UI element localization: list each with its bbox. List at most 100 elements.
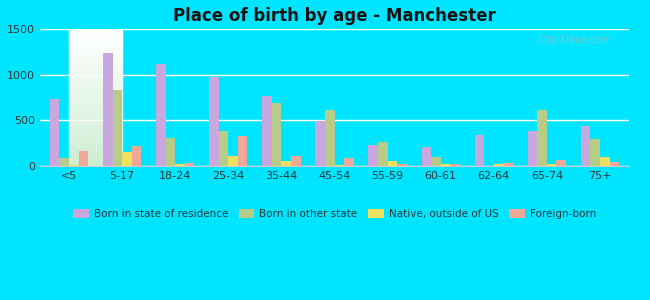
Bar: [69, 35, 122, 36]
Bar: [528, 131, 538, 166]
Bar: [69, 135, 122, 136]
Bar: [50, 100, 59, 166]
Bar: [69, 116, 122, 117]
Bar: [69, 78, 122, 79]
Bar: [69, 47, 122, 48]
Bar: [503, 163, 513, 166]
Bar: [79, 152, 88, 166]
Bar: [69, 58, 122, 59]
Bar: [69, 123, 122, 124]
Bar: [69, 139, 122, 140]
Bar: [69, 165, 79, 166]
Bar: [69, 79, 122, 80]
Text: City-Data.com: City-Data.com: [538, 35, 612, 45]
Bar: [69, 111, 122, 112]
Bar: [69, 92, 122, 93]
Bar: [69, 138, 122, 139]
Bar: [69, 128, 122, 129]
Bar: [69, 54, 122, 55]
Bar: [69, 129, 122, 130]
Legend: Born in state of residence, Born in other state, Native, outside of US, Foreign-: Born in state of residence, Born in othe…: [69, 205, 600, 224]
Bar: [69, 96, 122, 97]
Bar: [387, 161, 397, 166]
Bar: [69, 145, 122, 146]
Bar: [69, 104, 122, 105]
Bar: [69, 29, 122, 30]
Bar: [69, 50, 122, 51]
Bar: [69, 118, 122, 119]
Bar: [69, 152, 122, 153]
Bar: [69, 39, 122, 40]
Bar: [69, 148, 122, 149]
Bar: [69, 130, 122, 131]
Bar: [581, 126, 590, 166]
Bar: [69, 37, 122, 38]
Bar: [69, 49, 122, 50]
Bar: [378, 142, 387, 166]
Bar: [69, 38, 122, 39]
Bar: [69, 51, 122, 52]
Title: Place of birth by age - Manchester: Place of birth by age - Manchester: [173, 7, 496, 25]
Bar: [69, 119, 122, 120]
Bar: [132, 146, 141, 166]
Bar: [69, 77, 122, 78]
Bar: [219, 131, 228, 166]
Bar: [69, 126, 122, 127]
Bar: [69, 157, 122, 158]
Bar: [422, 147, 431, 166]
Bar: [69, 53, 122, 54]
Bar: [281, 161, 291, 166]
Bar: [263, 96, 272, 166]
Bar: [69, 106, 122, 107]
Bar: [69, 105, 122, 106]
Bar: [69, 66, 122, 67]
Bar: [69, 99, 122, 100]
Bar: [69, 45, 122, 46]
Bar: [69, 64, 122, 65]
Bar: [185, 163, 194, 166]
Bar: [69, 76, 122, 77]
Bar: [166, 138, 176, 166]
Bar: [335, 165, 344, 166]
Bar: [344, 158, 354, 166]
Bar: [69, 42, 122, 43]
Bar: [69, 131, 122, 132]
Bar: [69, 115, 122, 116]
Bar: [69, 133, 122, 134]
Bar: [69, 74, 122, 75]
Bar: [69, 101, 122, 102]
Bar: [69, 140, 122, 141]
Bar: [610, 162, 619, 166]
Bar: [69, 43, 122, 44]
Bar: [69, 57, 122, 58]
Bar: [69, 65, 122, 66]
Bar: [122, 152, 132, 166]
Bar: [69, 153, 122, 154]
Bar: [69, 100, 122, 101]
Bar: [69, 40, 122, 41]
Bar: [69, 67, 122, 68]
Bar: [325, 110, 335, 166]
Bar: [69, 59, 122, 60]
Bar: [69, 44, 122, 45]
Bar: [69, 144, 122, 145]
Bar: [69, 162, 122, 163]
Bar: [69, 40, 122, 41]
Bar: [69, 95, 122, 96]
Bar: [69, 154, 122, 155]
Bar: [69, 98, 122, 99]
Bar: [69, 87, 122, 88]
Bar: [69, 36, 122, 37]
Bar: [397, 164, 407, 166]
Bar: [69, 32, 122, 33]
Bar: [69, 158, 122, 159]
Bar: [69, 110, 122, 111]
Bar: [69, 33, 122, 34]
Bar: [69, 163, 122, 164]
Bar: [69, 34, 122, 35]
Bar: [69, 84, 122, 85]
Bar: [69, 164, 122, 165]
Bar: [69, 136, 122, 137]
Bar: [69, 125, 122, 126]
Bar: [69, 165, 122, 166]
